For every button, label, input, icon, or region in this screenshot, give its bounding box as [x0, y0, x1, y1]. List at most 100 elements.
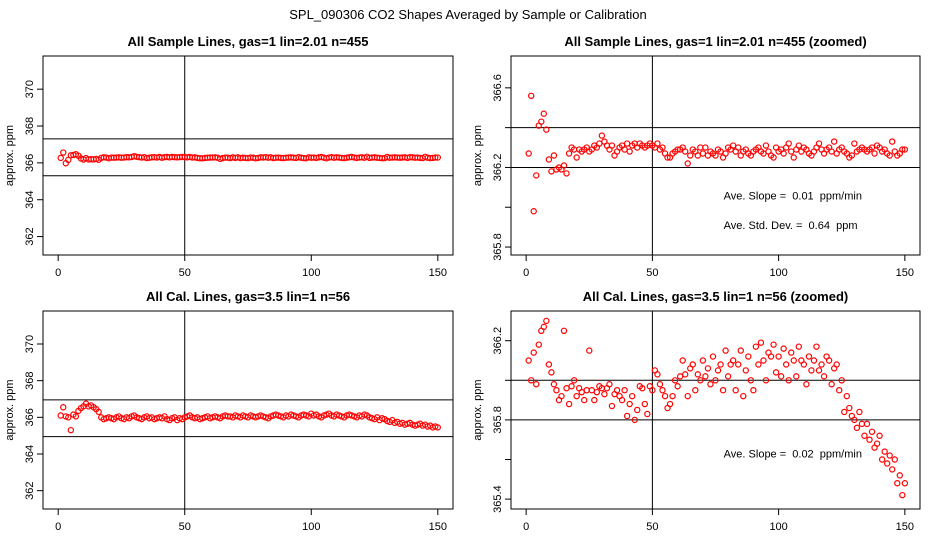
- data-point: [543, 126, 550, 133]
- data-point: [60, 149, 67, 156]
- x-tick-label: 150: [429, 267, 447, 279]
- x-tick-label: 0: [523, 267, 529, 279]
- data-point: [818, 361, 825, 368]
- data-point: [626, 148, 633, 155]
- data-point: [548, 369, 555, 376]
- data-point: [886, 152, 893, 159]
- data-point: [729, 142, 737, 149]
- data-point: [699, 150, 707, 157]
- data-point: [889, 466, 896, 473]
- data-point: [659, 144, 666, 151]
- data-point: [634, 406, 641, 414]
- data-point: [752, 343, 760, 350]
- data-point: [886, 452, 893, 459]
- data-point: [565, 150, 573, 157]
- data-point: [709, 353, 717, 360]
- x-tick-label: 50: [179, 267, 191, 279]
- data-point: [606, 381, 613, 388]
- data-point: [755, 361, 762, 368]
- data-point: [631, 416, 638, 424]
- data-point: [841, 408, 848, 416]
- y-tick-label: 362: [24, 481, 36, 499]
- x-tick-label: 100: [769, 521, 787, 533]
- data-point: [760, 357, 767, 364]
- data-point: [654, 140, 661, 147]
- panel-title: All Cal. Lines, gas=3.5 lin=1 n=56 (zoom…: [583, 289, 849, 304]
- data-point: [679, 357, 686, 364]
- panel-sample-lines-zoomed: All Sample Lines, gas=1 lin=2.01 n=455 (…: [472, 34, 921, 279]
- data-point: [626, 400, 633, 408]
- data-point: [777, 373, 785, 380]
- data-point: [671, 377, 679, 384]
- data-point: [689, 361, 696, 368]
- data-point: [757, 339, 765, 346]
- data-point: [868, 428, 876, 435]
- data-point: [699, 357, 707, 364]
- y-tick-label: 362: [24, 227, 36, 245]
- data-point: [568, 383, 575, 390]
- data-point: [613, 387, 621, 394]
- data-point: [873, 440, 881, 447]
- data-point: [876, 432, 883, 439]
- data-point: [525, 150, 532, 157]
- data-point: [621, 387, 628, 394]
- y-tick-label: 364: [24, 445, 36, 463]
- data-point: [712, 377, 719, 384]
- data-point: [810, 357, 818, 364]
- y-tick-label: 370: [24, 335, 36, 353]
- data-point: [639, 385, 646, 392]
- data-point: [674, 383, 681, 390]
- data-point: [538, 118, 545, 125]
- data-point: [732, 387, 739, 394]
- data-point: [883, 460, 891, 467]
- data-point: [745, 353, 752, 360]
- x-tick-label: 50: [646, 521, 658, 533]
- data-point: [782, 361, 790, 368]
- data-point: [530, 349, 537, 356]
- data-point: [800, 361, 808, 368]
- data-point: [863, 420, 871, 428]
- y-tick-label: 370: [24, 80, 36, 98]
- data-point: [573, 392, 580, 400]
- data-point: [545, 156, 553, 163]
- data-point: [878, 456, 886, 463]
- data-point: [843, 392, 850, 400]
- data-point: [65, 156, 72, 164]
- data-point: [747, 377, 755, 384]
- data-point: [550, 152, 558, 159]
- data-point: [762, 377, 770, 384]
- data-point: [750, 387, 757, 394]
- data-point: [540, 323, 548, 331]
- data-point: [687, 152, 694, 159]
- data-point: [527, 92, 535, 100]
- data-point: [525, 357, 532, 364]
- data-point: [820, 373, 828, 380]
- data-point: [67, 426, 75, 434]
- panel-cal-lines: All Cal. Lines, gas=3.5 lin=1 n=56 0 50 100…: [4, 289, 454, 533]
- x-tick-label: 0: [55, 267, 61, 279]
- x-tick-label: 100: [302, 267, 320, 279]
- data-point: [588, 387, 595, 394]
- y-tick-label: 366.6: [492, 74, 504, 102]
- data-point: [848, 152, 856, 159]
- data-point: [851, 416, 858, 424]
- data-point: [434, 154, 442, 161]
- data-point: [722, 150, 729, 157]
- data-point: [770, 154, 777, 161]
- annotation-2: Ave. Std. Dev. = 0.64 ppm: [724, 220, 858, 232]
- data-point: [434, 424, 442, 431]
- x-tick-label: 50: [179, 521, 191, 533]
- data-point: [649, 387, 656, 394]
- data-point: [712, 152, 719, 159]
- data-point: [714, 367, 722, 374]
- plot-frame: [42, 310, 454, 510]
- data-point: [785, 140, 792, 147]
- data-point: [694, 371, 702, 378]
- data-point: [432, 154, 439, 161]
- x-tick-label: 150: [896, 521, 914, 533]
- panel-title: All Sample Lines, gas=1 lin=2.01 n=455: [128, 34, 369, 49]
- plot-frame: [42, 55, 454, 256]
- data-point: [830, 138, 838, 145]
- data-point: [641, 400, 649, 408]
- y-tick-label: 365.8: [492, 406, 504, 434]
